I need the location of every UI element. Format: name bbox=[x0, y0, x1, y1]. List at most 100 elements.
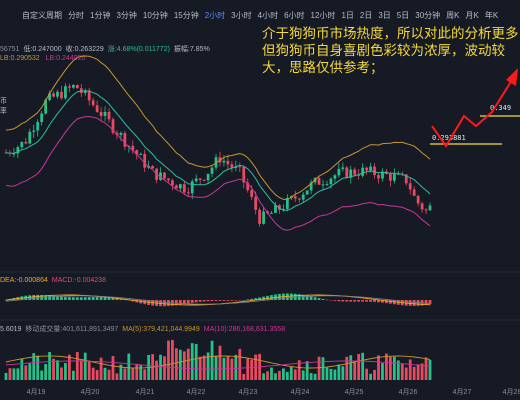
candle-body bbox=[420, 203, 424, 210]
candle-body bbox=[254, 196, 258, 210]
volume-bar bbox=[24, 365, 28, 380]
macd-bar bbox=[75, 297, 79, 300]
candle-body bbox=[381, 171, 384, 179]
forecast-arrow bbox=[431, 79, 513, 148]
macd-bar bbox=[222, 300, 226, 301]
volume-bar bbox=[155, 360, 158, 380]
macd-bar bbox=[123, 299, 127, 301]
candle-body bbox=[167, 178, 170, 181]
candle-body bbox=[139, 153, 143, 155]
tab-15[interactable]: 30分钟 bbox=[415, 11, 441, 20]
candle-body bbox=[428, 205, 432, 211]
candle-body bbox=[226, 160, 230, 165]
volume-bar bbox=[52, 358, 55, 380]
macd-bar bbox=[301, 294, 305, 300]
candle-body bbox=[404, 174, 408, 184]
tab-3[interactable]: 3分钟 bbox=[116, 11, 137, 20]
macd-bar bbox=[412, 300, 416, 306]
volume-bar bbox=[329, 368, 333, 380]
candle-body bbox=[278, 205, 281, 210]
tab-12[interactable]: 2日 bbox=[359, 11, 373, 20]
volume-bar bbox=[28, 363, 32, 380]
macd-bar bbox=[83, 297, 87, 300]
volume-bar bbox=[206, 352, 210, 380]
x-tick-label: 4月26 bbox=[399, 388, 418, 396]
candle-body bbox=[309, 182, 313, 191]
volume-bar bbox=[143, 369, 147, 380]
macd-bar bbox=[250, 298, 254, 300]
volume-bar bbox=[175, 348, 178, 380]
volume-bar bbox=[266, 371, 269, 380]
candle-body bbox=[361, 167, 365, 176]
volume-bar bbox=[337, 364, 341, 380]
tab-10[interactable]: 12小时 bbox=[310, 11, 336, 20]
x-tick-label: 4月20 bbox=[81, 388, 100, 396]
tab-17[interactable]: 月K bbox=[465, 11, 479, 20]
macd-bar bbox=[210, 300, 214, 301]
candle-body bbox=[293, 196, 297, 199]
tab-0[interactable]: 自定义周期 bbox=[22, 11, 62, 20]
ohlc-item-4: 振幅:7.85% bbox=[173, 46, 210, 53]
volume-bar bbox=[40, 370, 44, 380]
x-tick-label: 4月27 bbox=[453, 388, 472, 396]
volume-bar bbox=[68, 354, 71, 380]
candle-body bbox=[369, 166, 372, 171]
macd-bar bbox=[194, 300, 198, 303]
tab-8[interactable]: 4小时 bbox=[257, 11, 279, 20]
macd-bar bbox=[91, 296, 95, 300]
candle-body bbox=[36, 122, 40, 131]
volume-bar bbox=[278, 370, 281, 380]
tab-11[interactable]: 1日 bbox=[341, 11, 354, 20]
candle-body bbox=[52, 93, 55, 97]
tab-14[interactable]: 5日 bbox=[396, 11, 410, 20]
candle-body bbox=[186, 192, 190, 194]
tab-6[interactable]: 2小时 bbox=[204, 11, 226, 20]
candle-body bbox=[12, 153, 16, 155]
tab-16[interactable]: 周K bbox=[446, 11, 460, 20]
candle-body bbox=[222, 160, 226, 163]
candle-body bbox=[412, 189, 416, 196]
candle-body bbox=[175, 185, 178, 189]
volume-bar bbox=[349, 355, 353, 380]
macd-bar bbox=[361, 300, 365, 302]
candle-body bbox=[68, 86, 71, 88]
macd-bar bbox=[341, 300, 345, 302]
volume-bar bbox=[218, 345, 222, 380]
candle-body bbox=[353, 169, 357, 175]
candle-body bbox=[238, 166, 242, 168]
macd-bar bbox=[238, 300, 242, 301]
volume-ma10-line bbox=[5, 360, 431, 370]
candle-body bbox=[258, 209, 261, 224]
macd-bar bbox=[424, 300, 428, 306]
candle-body bbox=[24, 141, 28, 144]
volume-bar bbox=[182, 351, 186, 380]
x-tick-label: 4月23 bbox=[239, 388, 258, 396]
volume-bar bbox=[202, 355, 206, 380]
tab-7[interactable]: 3小时 bbox=[231, 11, 252, 20]
volume-bar bbox=[135, 363, 139, 380]
volume-bar bbox=[234, 354, 238, 380]
macd-bar bbox=[52, 295, 55, 300]
macd-bar bbox=[182, 300, 186, 305]
macd-bar bbox=[79, 297, 83, 300]
macd-bar bbox=[345, 300, 349, 302]
tab-1[interactable]: 分时 bbox=[68, 11, 84, 20]
tab-13[interactable]: 3日 bbox=[378, 11, 391, 20]
ohlc-item-3: 涨:4.68%(0.011772) bbox=[107, 46, 170, 53]
tab-2[interactable]: 1分钟 bbox=[90, 11, 111, 20]
tab-4[interactable]: 10分钟 bbox=[142, 11, 168, 20]
macd-bar bbox=[87, 297, 91, 300]
volume-bar bbox=[163, 356, 166, 380]
macd-bar bbox=[289, 293, 293, 300]
tab-18[interactable]: 年K bbox=[484, 11, 499, 20]
macd-dea-line bbox=[5, 295, 431, 305]
volume-bar bbox=[95, 370, 99, 380]
tab-9[interactable]: 6小时 bbox=[284, 11, 305, 20]
macd-bar bbox=[258, 297, 261, 300]
volume-bar bbox=[373, 369, 376, 380]
macd-bar bbox=[36, 294, 40, 300]
volume-bar bbox=[75, 352, 79, 380]
candle-body bbox=[87, 90, 91, 101]
vol-item-2: MA(5):379,421,044.9949 bbox=[122, 326, 200, 333]
tab-5[interactable]: 15分钟 bbox=[173, 11, 199, 20]
